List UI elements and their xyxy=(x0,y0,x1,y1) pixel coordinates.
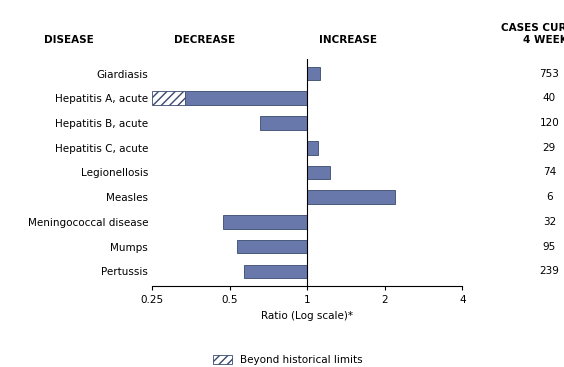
Text: DISEASE: DISEASE xyxy=(43,35,94,45)
Text: 120: 120 xyxy=(539,118,559,128)
Bar xyxy=(260,116,307,130)
X-axis label: Ratio (Log scale)*: Ratio (Log scale)* xyxy=(261,311,354,321)
Text: 753: 753 xyxy=(539,69,559,79)
Bar xyxy=(307,190,395,204)
Text: 6: 6 xyxy=(546,192,553,202)
Bar xyxy=(307,166,329,179)
Text: 239: 239 xyxy=(539,266,559,276)
Text: 74: 74 xyxy=(543,167,556,178)
Text: 40: 40 xyxy=(543,93,556,103)
Bar xyxy=(237,240,307,254)
Text: 29: 29 xyxy=(543,143,556,153)
Bar xyxy=(223,215,307,229)
Bar xyxy=(152,91,185,105)
Text: CASES CURRENT
4 WEEKS: CASES CURRENT 4 WEEKS xyxy=(501,23,564,45)
Bar xyxy=(244,265,307,278)
Text: 95: 95 xyxy=(543,242,556,252)
Bar xyxy=(307,67,320,80)
Text: 32: 32 xyxy=(543,217,556,227)
Text: DECREASE: DECREASE xyxy=(174,35,236,45)
Legend: Beyond historical limits: Beyond historical limits xyxy=(213,355,363,365)
Bar xyxy=(185,91,307,105)
Bar xyxy=(307,141,318,155)
Text: INCREASE: INCREASE xyxy=(319,35,377,45)
